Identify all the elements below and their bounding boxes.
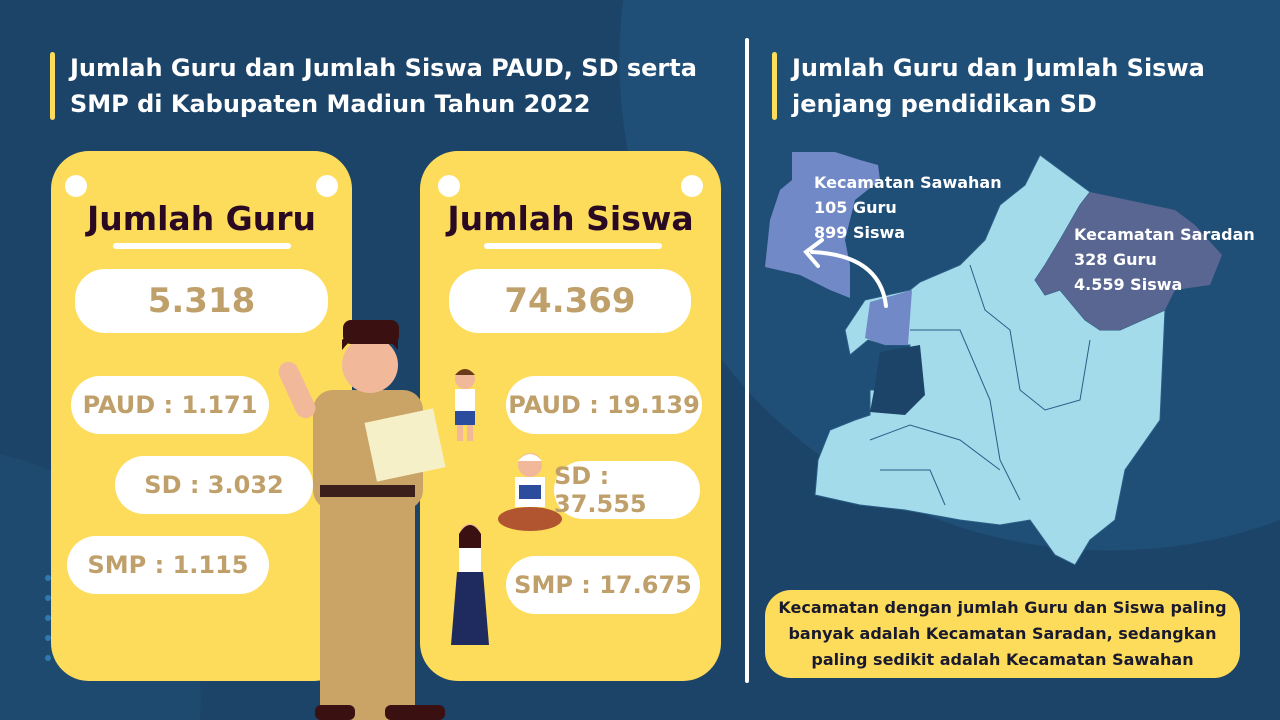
guru-paud: PAUD : 1.171 [71, 376, 269, 434]
student-reading-illustration [498, 453, 562, 531]
teacher-illustration [278, 320, 446, 720]
left-title: Jumlah Guru dan Jumlah Siswa PAUD, SD se… [50, 50, 710, 122]
saradan-siswa: 4.559 Siswa [1074, 275, 1183, 294]
map-hole [870, 345, 925, 415]
dot [45, 615, 51, 621]
siswa-sd: SD : 37.555 [554, 461, 700, 519]
saradan-guru: 328 Guru [1074, 250, 1157, 269]
summary-note: Kecamatan dengan jumlah Guru dan Siswa p… [765, 590, 1240, 678]
sawahan-siswa: 899 Siswa [814, 223, 906, 242]
map-boundary [910, 329, 1021, 501]
card-hole [316, 175, 338, 197]
student-boy-illustration [455, 369, 475, 441]
heading-underline [113, 243, 291, 249]
map-boundary [869, 424, 1001, 471]
right-title: Jumlah Guru dan Jumlah Siswa jenjang pen… [772, 50, 1212, 122]
saradan-name: Kecamatan Saradan [1074, 225, 1255, 244]
siswa-card: Jumlah Siswa 74.369 PAUD : 19.139 SD : 3… [420, 151, 721, 681]
siswa-heading: Jumlah Siswa [447, 199, 694, 238]
dot [45, 575, 51, 581]
siswa-paud: PAUD : 19.139 [506, 376, 702, 434]
map-boundary [969, 264, 1091, 411]
guru-sd: SD : 3.032 [115, 456, 313, 514]
map-region-sawahan [865, 290, 912, 345]
guru-heading: Jumlah Guru [86, 199, 317, 238]
siswa-smp: SMP : 17.675 [506, 556, 700, 614]
arrow-head [803, 238, 824, 268]
sawahan-guru: 105 Guru [814, 198, 897, 217]
madiun-map [765, 152, 1222, 566]
divider [745, 38, 749, 683]
map-boundary [880, 469, 946, 506]
siswa-total: 74.369 [449, 269, 691, 333]
dot [45, 595, 51, 601]
guru-total: 5.318 [75, 269, 328, 333]
summary-text: Kecamatan dengan jumlah Guru dan Siswa p… [778, 598, 1227, 669]
card-hole [681, 175, 703, 197]
dot [45, 635, 51, 641]
map-region-saradan [1035, 192, 1222, 330]
map-region-sawahan-north [765, 152, 880, 298]
heading-underline [484, 243, 662, 249]
card-hole [438, 175, 460, 197]
saradan-label: Kecamatan Saradan 328 Guru 4.559 Siswa [1074, 222, 1255, 297]
guru-smp: SMP : 1.115 [67, 536, 269, 594]
card-hole [65, 175, 87, 197]
sawahan-label: Kecamatan Sawahan 105 Guru 899 Siswa [814, 170, 1002, 245]
dot [45, 655, 51, 661]
sawahan-name: Kecamatan Sawahan [814, 173, 1002, 192]
student-girl-illustration [451, 524, 489, 645]
arrow-icon [810, 250, 888, 308]
